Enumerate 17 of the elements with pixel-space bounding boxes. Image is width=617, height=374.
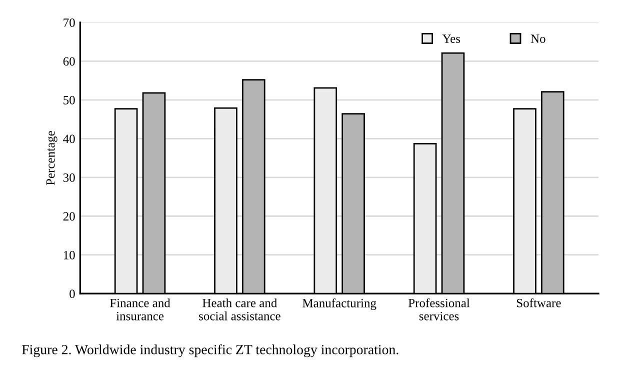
x-tick-label: Manufacturing [302,298,376,310]
y-tick-label: 30 [63,173,75,182]
legend-label: Yes [442,34,460,43]
x-tick-label: Software [516,298,561,308]
y-tick-label: 40 [63,134,75,144]
caption: Figure 2. Worldwide industry specific ZT technology incorporation. [22,344,398,358]
y-tick-label: 50 [64,96,75,104]
y-tick-label: 10 [64,250,75,260]
x-tick-label: Finance and insurance [110,298,170,320]
legend-label: No [530,34,546,43]
y-tick-label: 0 [70,290,75,298]
y-tick-label: 60 [63,57,75,66]
y-axis-title: Percentage [46,131,58,186]
y-tick-label: 70 [64,18,75,27]
x-tick-label: Professional services [408,298,470,320]
y-tick-label: 20 [63,212,75,221]
x-tick-label: Heath care and social assistance [199,298,280,320]
